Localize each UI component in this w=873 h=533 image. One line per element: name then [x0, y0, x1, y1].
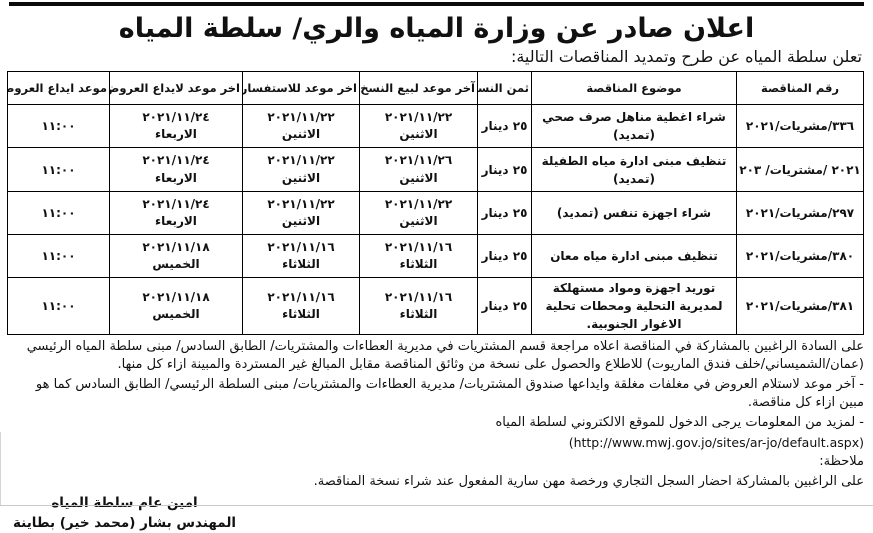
date-value: ٢٠٢١/١١/٢٢: [384, 109, 453, 124]
weekday-value: الثلاثاء: [399, 307, 438, 322]
date-value: ٢٠٢١/١١/٢٢: [267, 109, 335, 124]
note-deadline: - آخر موعد لاستلام العروض في مغلفات مغلق…: [35, 376, 864, 410]
tenders-table: رقم المناقصة موضوع المناقصة ثمن النسخة آ…: [7, 71, 864, 336]
date-value: ٢٠٢١/١١/٢٤: [142, 196, 210, 211]
date-value: ٢٠٢١/١١/٢٢: [267, 153, 335, 168]
deposit-date-cell: ٢٠٢١/١١/٢٤ الاربعاء: [109, 191, 243, 236]
left-border-rule: [0, 432, 1, 505]
date-value: ٢٠٢١/١١/١٦: [384, 239, 453, 254]
tender-number-cell: ٢٩٧/مشريات/٢٠٢١: [736, 191, 864, 236]
date-value: ٢٠٢١/١١/٢٢: [267, 196, 335, 211]
weekday-value: الخميس: [152, 257, 200, 272]
table-row: ٣٨١/مشريات/٢٠٢١ توريد اجهزة ومواد مستهلك…: [7, 277, 864, 336]
subject-cell: شراء اجهزة تنفس (تمديد): [531, 191, 737, 236]
weekday-value: الثلاثاء: [282, 307, 320, 322]
deposit-time-cell: ١١:٠٠: [7, 234, 110, 279]
inquiry-date-cell: ٢٠٢١/١١/٢٢ الاثنين: [242, 104, 360, 149]
sale-date-cell: ٢٠٢١/١١/١٦ الثلاثاء: [359, 277, 478, 336]
note-participation: على السادة الراغبين بالمشاركة في المناقص…: [26, 339, 864, 373]
sale-date-cell: ٢٠٢١/١١/١٦ الثلاثاء: [359, 234, 478, 279]
top-border-rule: [9, 2, 864, 6]
deposit-time-cell: ١١:٠٠: [7, 191, 110, 236]
weekday-value: الثلاثاء: [399, 257, 438, 272]
column-header-subject: موضوع المناقصة: [531, 71, 737, 106]
deposit-time-cell: ١١:٠٠: [7, 104, 110, 149]
deposit-date-cell: ٢٠٢١/١١/٢٤ الاربعاء: [109, 104, 243, 149]
inquiry-date-cell: ٢٠٢١/١١/١٦ الثلاثاء: [242, 277, 360, 336]
tender-number-cell: ٣٣٦/مشريات/٢٠٢١: [736, 104, 864, 149]
date-value: ٢٠٢١/١١/١٦: [267, 239, 335, 254]
bottom-border-rule: [0, 505, 873, 506]
column-header-last-deposit-date: اخر موعد لايداع العروض: [109, 71, 243, 106]
note-more-info: - لمزيد من المعلومات يرجى الدخول للموقع …: [495, 414, 864, 430]
deposit-time-cell: ١١:٠٠: [7, 277, 110, 336]
subject-cell: تنظيف مبنى ادارة مياه معان: [531, 234, 737, 279]
page-subtitle: تعلن سلطة المياه عن طرح وتمديد المناقصات…: [510, 47, 862, 67]
date-value: ٢٠٢١/١١/١٦: [384, 289, 453, 304]
signature-block: امين عام سلطة المياه المهندس بشار (محمد …: [13, 493, 236, 533]
deposit-date-cell: ٢٠٢١/١١/١٨ الخميس: [109, 277, 243, 336]
signature-name: المهندس بشار (محمد خير) بطاينة: [13, 515, 237, 532]
table-header-row: رقم المناقصة موضوع المناقصة ثمن النسخة آ…: [7, 71, 864, 106]
copy-price-cell: ٢٥ دينار: [477, 191, 532, 236]
column-header-copy-price: ثمن النسخة: [477, 71, 532, 106]
copy-price-cell: ٢٥ دينار: [477, 277, 532, 336]
weekday-value: الاثنين: [281, 127, 321, 142]
table-row: ٢٩٧/مشريات/٢٠٢١ شراء اجهزة تنفس (تمديد) …: [7, 191, 864, 236]
date-value: ٢٠٢١/١١/١٨: [142, 239, 210, 254]
copy-price-cell: ٢٥ دينار: [477, 234, 532, 279]
subject-cell: توريد اجهزة ومواد مستهلكة لمديرية التحلي…: [531, 277, 737, 336]
note-label: ملاحظة:: [819, 454, 864, 470]
weekday-value: الاربعاء: [155, 170, 197, 185]
copy-price-cell: ٢٥ دينار: [477, 104, 532, 149]
date-value: ٢٠٢١/١١/٢٤: [142, 153, 210, 168]
weekday-value: الاربعاء: [155, 127, 197, 142]
subject-cell: تنظيف مبنى ادارة مياه الطفيلة (تمديد): [531, 147, 737, 193]
sale-date-cell: ٢٠٢١/١١/٢٦ الاثنين: [359, 147, 478, 193]
page-title: اعلان صادر عن وزارة المياه والري/ سلطة ا…: [118, 13, 755, 44]
inquiry-date-cell: ٢٠٢١/١١/١٦ الثلاثاء: [242, 234, 360, 279]
subject-cell: شراء اغطية مناهل صرف صحي (تمديد): [531, 104, 737, 149]
weekday-value: الثلاثاء: [282, 257, 320, 272]
column-header-tender-number: رقم المناقصة: [736, 71, 864, 106]
date-value: ٢٠٢١/١١/٢٤: [142, 109, 210, 124]
date-value: ٢٠٢١/١١/٢٦: [384, 153, 453, 168]
inquiry-date-cell: ٢٠٢١/١١/٢٢ الاثنين: [242, 191, 360, 236]
weekday-value: الاربعاء: [155, 214, 197, 229]
tender-number-cell: ٣٨٠/مشريات/٢٠٢١: [736, 234, 864, 279]
table-row: ٣٨٠/مشريات/٢٠٢١ تنظيف مبنى ادارة مياه مع…: [7, 234, 864, 279]
weekday-value: الاثنين: [399, 170, 438, 185]
sale-date-cell: ٢٠٢١/١١/٢٢ الاثنين: [359, 191, 478, 236]
sale-date-cell: ٢٠٢١/١١/٢٢ الاثنين: [359, 104, 478, 149]
column-header-last-sale-date: آخر موعد لبيع النسخ: [359, 71, 478, 106]
notes-section: على السادة الراغبين بالمشاركة في المناقص…: [9, 338, 864, 491]
date-value: ٢٠٢١/١١/٢٢: [384, 196, 453, 211]
weekday-value: الاثنين: [281, 214, 321, 229]
date-value: ٢٠٢١/١١/١٨: [142, 289, 210, 304]
copy-price-cell: ٢٥ دينار: [477, 147, 532, 193]
tender-number-cell: ٢٠٢١ /مشتريات/ ٢٠٣: [736, 147, 864, 193]
website-url: (http://www.mwj.gov.jo/sites/ar-jo/defau…: [568, 434, 864, 450]
column-header-deposit-time: موعد ايداع العروض: [7, 71, 110, 106]
table-row: ٢٠٢١ /مشتريات/ ٢٠٣ تنظيف مبنى ادارة مياه…: [7, 147, 864, 193]
note-registry-requirement: على الراغبين بالمشاركة احضار السجل التجا…: [313, 473, 864, 489]
deposit-date-cell: ٢٠٢١/١١/٢٤ الاربعاء: [109, 147, 243, 193]
date-value: ٢٠٢١/١١/١٦: [267, 289, 335, 304]
tender-number-cell: ٣٨١/مشريات/٢٠٢١: [736, 277, 864, 336]
table-row: ٣٣٦/مشريات/٢٠٢١ شراء اغطية مناهل صرف صحي…: [7, 104, 864, 149]
deposit-date-cell: ٢٠٢١/١١/١٨ الخميس: [109, 234, 243, 279]
signature-title: امين عام سلطة المياه: [51, 494, 198, 511]
weekday-value: الاثنين: [399, 214, 438, 229]
inquiry-date-cell: ٢٠٢١/١١/٢٢ الاثنين: [242, 147, 360, 193]
weekday-value: الاثنين: [399, 127, 438, 142]
weekday-value: الخميس: [152, 307, 200, 322]
weekday-value: الاثنين: [281, 170, 321, 185]
deposit-time-cell: ١١:٠٠: [7, 147, 110, 193]
column-header-last-inquiry-date: اخر موعد للاستفسار: [242, 71, 360, 106]
